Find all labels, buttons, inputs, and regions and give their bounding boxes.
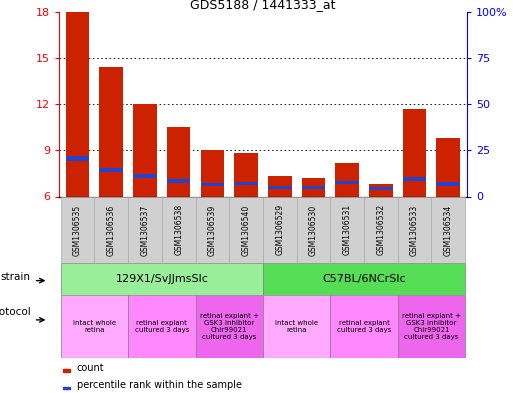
FancyBboxPatch shape (263, 263, 465, 295)
FancyBboxPatch shape (128, 196, 162, 263)
Text: retinal explant +
GSK3 inhibitor
Chir99021
cultured 3 days: retinal explant + GSK3 inhibitor Chir990… (402, 313, 461, 340)
FancyBboxPatch shape (61, 196, 94, 263)
Bar (268, 176, 291, 196)
Bar (167, 179, 190, 183)
Text: GSM1306540: GSM1306540 (242, 204, 250, 255)
Bar (403, 177, 426, 181)
Text: retinal explant
cultured 3 days: retinal explant cultured 3 days (134, 320, 189, 333)
Bar (336, 163, 359, 196)
Title: GDS5188 / 1441333_at: GDS5188 / 1441333_at (190, 0, 336, 11)
Text: GSM1306538: GSM1306538 (174, 204, 183, 255)
Bar (201, 150, 224, 196)
Text: protocol: protocol (0, 307, 31, 318)
Bar (268, 186, 291, 189)
Text: GSM1306530: GSM1306530 (309, 204, 318, 255)
Text: intact whole
retina: intact whole retina (73, 320, 116, 333)
Text: intact whole
retina: intact whole retina (275, 320, 318, 333)
Text: GSM1306537: GSM1306537 (141, 204, 149, 255)
Bar (133, 104, 157, 196)
FancyBboxPatch shape (263, 196, 297, 263)
Bar (369, 187, 392, 189)
Bar (437, 138, 460, 196)
FancyBboxPatch shape (330, 196, 364, 263)
Bar (66, 12, 89, 196)
Bar (369, 184, 392, 196)
FancyBboxPatch shape (195, 196, 229, 263)
Bar (63, 369, 70, 372)
FancyBboxPatch shape (61, 263, 263, 295)
Text: GSM1306534: GSM1306534 (444, 204, 453, 255)
Bar (100, 67, 123, 196)
Text: GSM1306531: GSM1306531 (343, 204, 352, 255)
Text: count: count (76, 362, 104, 373)
Bar (66, 156, 89, 161)
FancyBboxPatch shape (61, 295, 128, 358)
Text: C57BL/6NCrSlc: C57BL/6NCrSlc (322, 274, 406, 284)
Bar (167, 127, 190, 196)
FancyBboxPatch shape (431, 196, 465, 263)
FancyBboxPatch shape (297, 196, 330, 263)
Bar (63, 387, 70, 389)
Text: GSM1306532: GSM1306532 (377, 204, 385, 255)
Bar (437, 182, 460, 186)
Bar (100, 167, 123, 172)
Text: GSM1306533: GSM1306533 (410, 204, 419, 255)
Text: strain: strain (1, 272, 31, 283)
FancyBboxPatch shape (398, 295, 465, 358)
FancyBboxPatch shape (128, 295, 195, 358)
FancyBboxPatch shape (229, 196, 263, 263)
Bar (302, 178, 325, 196)
Text: 129X1/SvJJmsSlc: 129X1/SvJJmsSlc (115, 274, 208, 284)
Text: GSM1306529: GSM1306529 (275, 204, 284, 255)
FancyBboxPatch shape (398, 196, 431, 263)
Bar (234, 182, 258, 185)
FancyBboxPatch shape (364, 196, 398, 263)
FancyBboxPatch shape (330, 295, 398, 358)
Text: GSM1306536: GSM1306536 (107, 204, 116, 255)
Text: GSM1306539: GSM1306539 (208, 204, 217, 255)
FancyBboxPatch shape (94, 196, 128, 263)
Bar (133, 174, 157, 178)
Text: GSM1306535: GSM1306535 (73, 204, 82, 255)
Bar (234, 153, 258, 196)
Bar (403, 109, 426, 196)
FancyBboxPatch shape (195, 295, 263, 358)
FancyBboxPatch shape (263, 295, 330, 358)
Text: retinal explant
cultured 3 days: retinal explant cultured 3 days (337, 320, 391, 333)
Text: percentile rank within the sample: percentile rank within the sample (76, 380, 242, 390)
Bar (336, 181, 359, 184)
FancyBboxPatch shape (162, 196, 195, 263)
Bar (302, 186, 325, 189)
Text: retinal explant +
GSK3 inhibitor
Chir99021
cultured 3 days: retinal explant + GSK3 inhibitor Chir990… (200, 313, 259, 340)
Bar (201, 183, 224, 186)
